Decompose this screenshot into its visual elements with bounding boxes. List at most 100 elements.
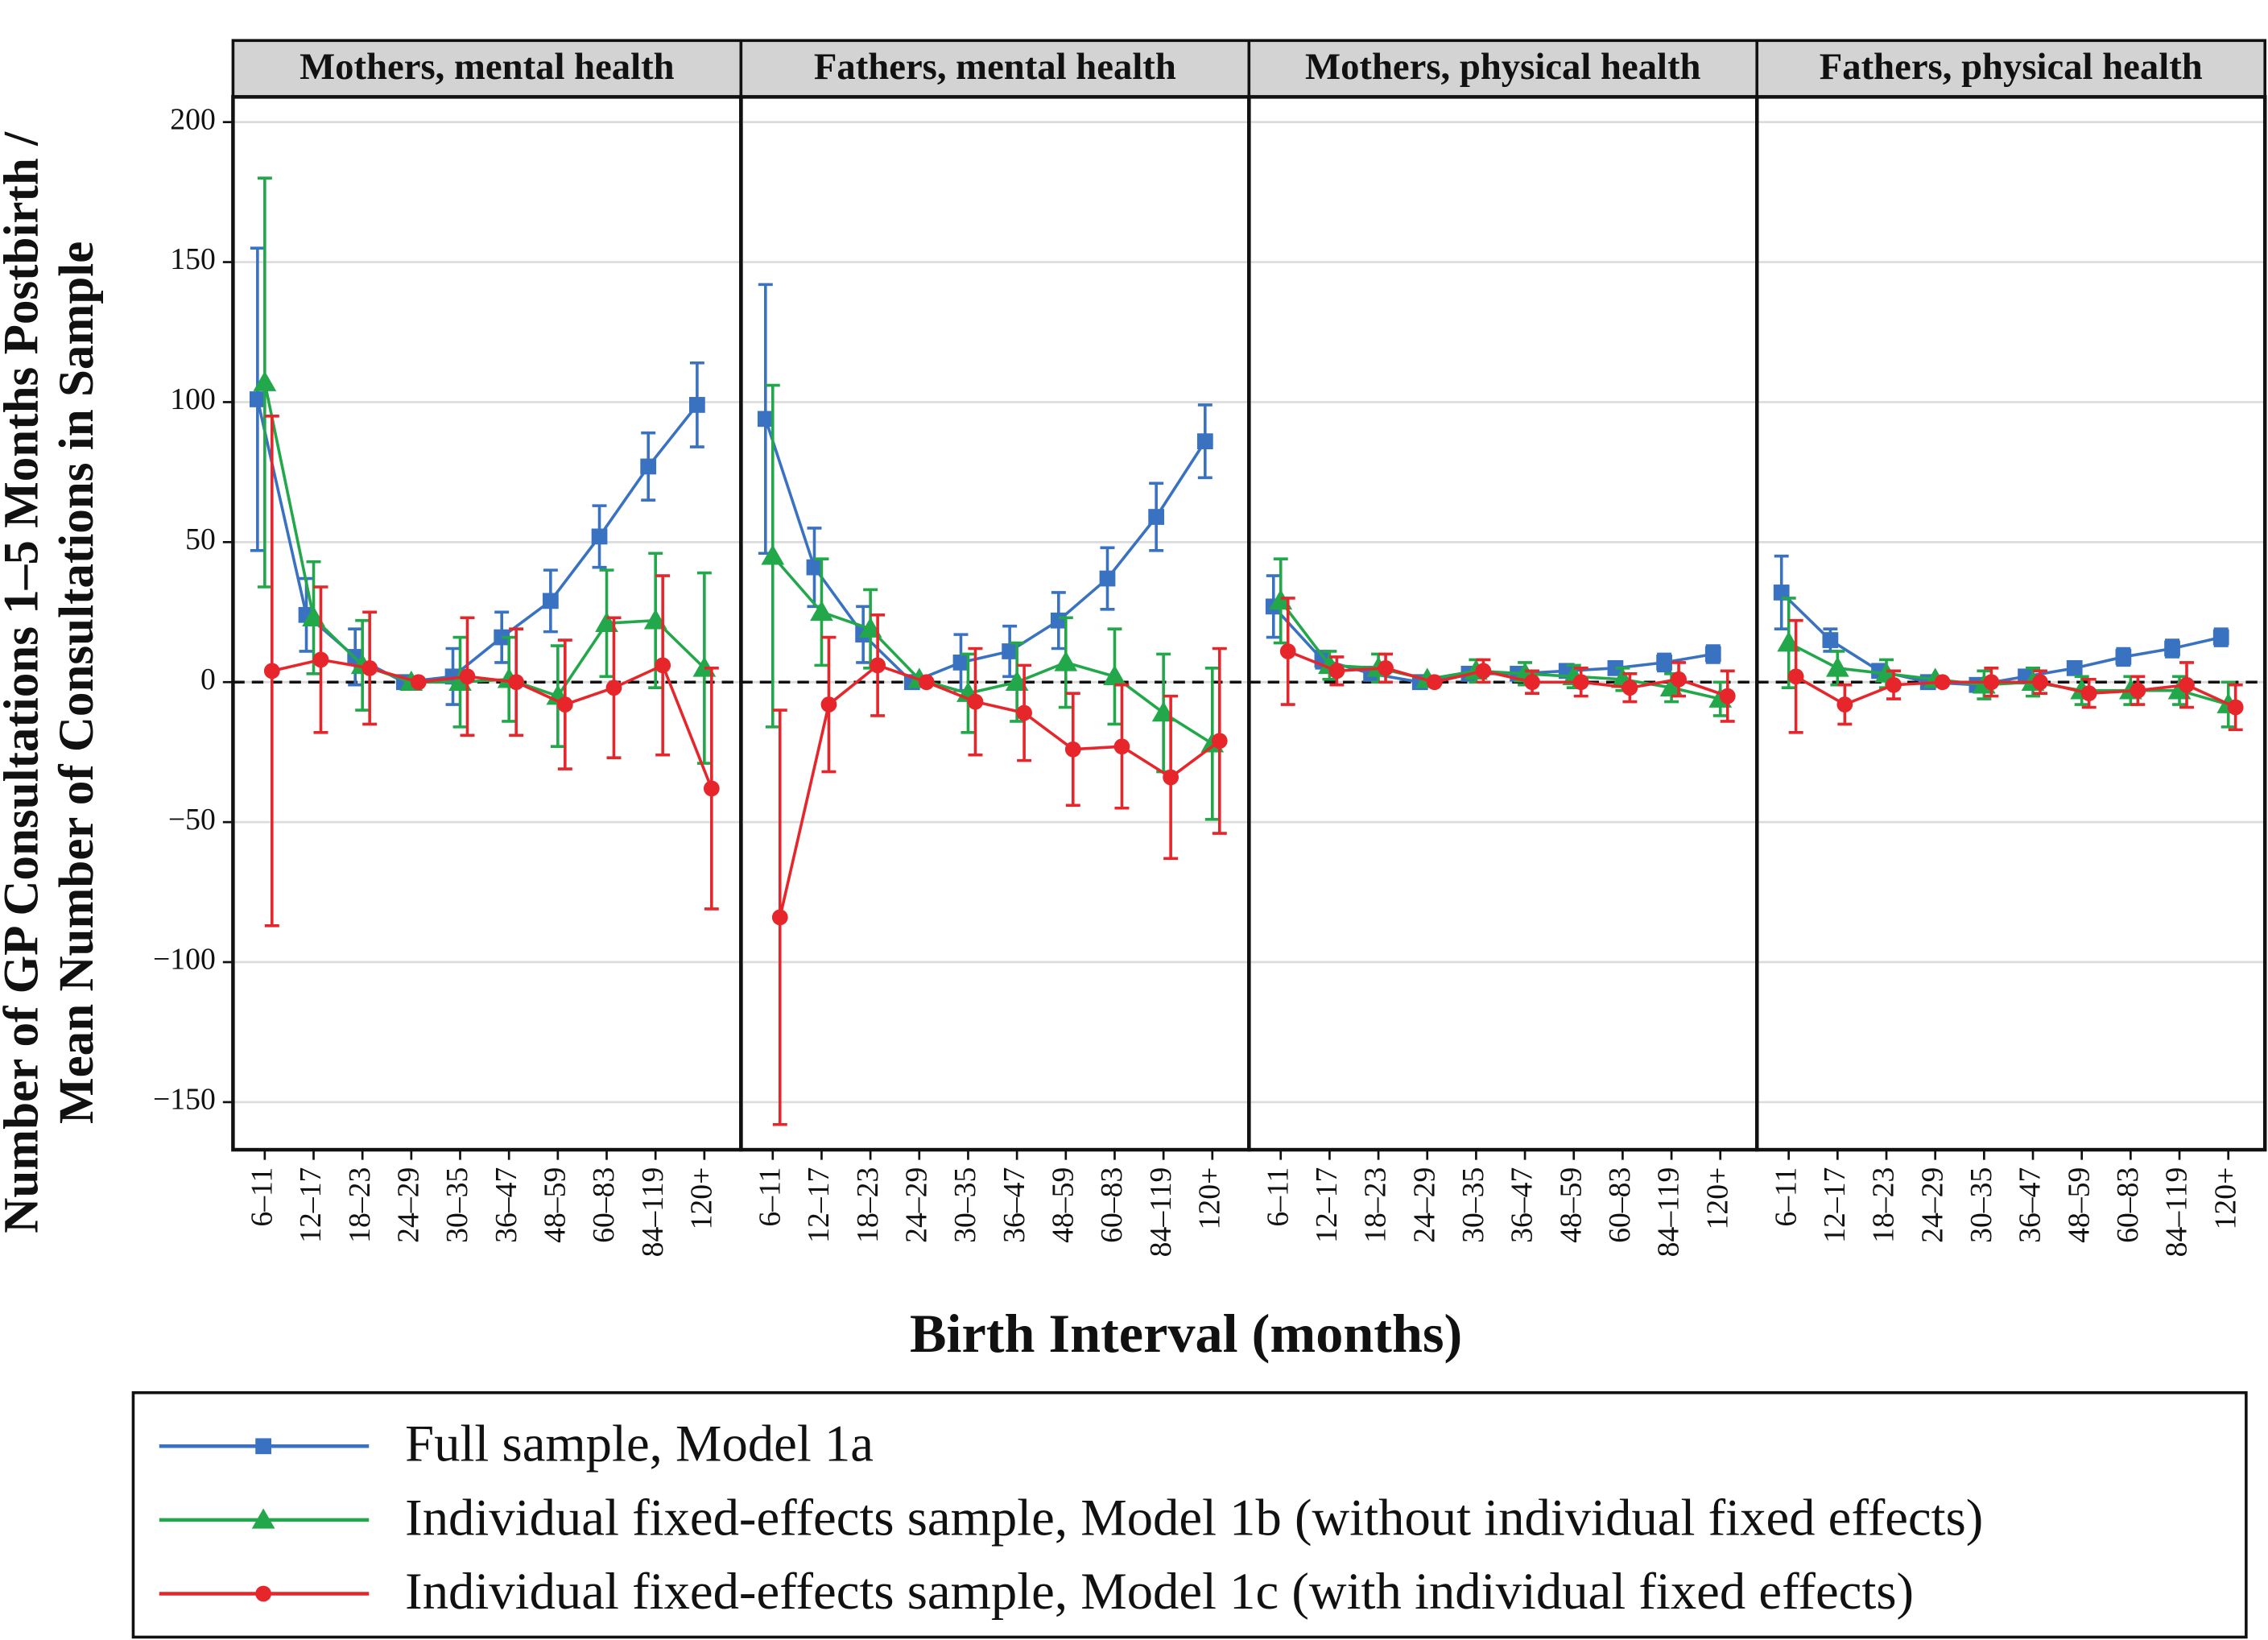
x-tick-label: 36–47 bbox=[998, 1167, 1031, 1243]
data-point bbox=[1016, 704, 1032, 721]
x-tick-label: 24–29 bbox=[392, 1167, 426, 1243]
x-tick-label: 120+ bbox=[1192, 1167, 1226, 1230]
data-point bbox=[542, 593, 559, 609]
panel: Fathers, physical health 6–11 12–17 18–23 24… bbox=[1755, 39, 2267, 1258]
x-tick-label: 18–23 bbox=[343, 1167, 377, 1243]
data-point bbox=[1426, 674, 1443, 691]
x-tick-label: 12–17 bbox=[1818, 1167, 1852, 1243]
data-point bbox=[1671, 671, 1687, 688]
x-tick-label: 120+ bbox=[1700, 1167, 1734, 1230]
x-tick-label: 36–47 bbox=[1506, 1167, 1539, 1243]
panel: Mothers, mental health 6–11 12–17 18–23 24–2… bbox=[231, 39, 743, 1257]
data-point bbox=[605, 680, 622, 696]
panel: Fathers, mental health 6–11 12–17 18–23 24–2… bbox=[739, 39, 1251, 1257]
panel: Mothers, physical health 6–11 12–17 18–23 24… bbox=[1247, 39, 1759, 1258]
x-tick-label: 24–29 bbox=[1915, 1167, 1949, 1243]
data-point bbox=[640, 458, 657, 475]
panel-frame bbox=[739, 95, 1251, 1152]
x-tick-label: 6–11 bbox=[1769, 1167, 1803, 1227]
data-point bbox=[1704, 646, 1721, 663]
x-tick-label: 36–47 bbox=[490, 1167, 523, 1243]
series-line bbox=[1287, 650, 1729, 698]
data-point bbox=[761, 544, 785, 565]
data-point bbox=[2032, 674, 2048, 691]
x-tick-label: 24–29 bbox=[899, 1167, 933, 1243]
y-axis-title-line: Number of GP Consultations 1–5 Months Po… bbox=[0, 131, 49, 1233]
legend-marker bbox=[255, 1438, 272, 1455]
series-line bbox=[1795, 675, 2237, 709]
y-tick-label: −150 bbox=[153, 1083, 216, 1117]
data-point bbox=[810, 600, 833, 622]
legend-label: Full sample, Model 1a bbox=[405, 1415, 874, 1473]
data-point bbox=[820, 696, 837, 713]
data-point bbox=[1773, 585, 1790, 601]
x-tick-label: 60–83 bbox=[1095, 1167, 1129, 1243]
panel-frame bbox=[1755, 95, 2267, 1152]
series-line bbox=[779, 663, 1221, 918]
data-point bbox=[771, 909, 788, 926]
panel-title: Fathers, mental health bbox=[814, 46, 1176, 88]
x-tick-label: 48–59 bbox=[539, 1167, 572, 1243]
data-point bbox=[263, 663, 280, 680]
data-point bbox=[1934, 674, 1951, 691]
panel-frame bbox=[1247, 95, 1759, 1152]
data-point bbox=[870, 657, 886, 674]
data-point bbox=[1099, 570, 1116, 587]
x-tick-label: 30–35 bbox=[948, 1167, 982, 1243]
x-tick-label: 120+ bbox=[2208, 1167, 2242, 1230]
x-tick-label: 30–35 bbox=[440, 1167, 474, 1243]
data-point bbox=[1524, 674, 1540, 691]
data-point bbox=[1002, 643, 1018, 659]
data-point bbox=[1886, 676, 1902, 693]
data-point bbox=[2179, 676, 2195, 693]
data-point bbox=[459, 668, 476, 685]
x-tick-label: 6–11 bbox=[245, 1167, 279, 1227]
data-point bbox=[1196, 433, 1213, 450]
legend-marker bbox=[251, 1508, 275, 1529]
panel-title: Fathers, physical health bbox=[1820, 46, 2203, 88]
data-point bbox=[655, 657, 671, 674]
data-point bbox=[1211, 733, 1228, 750]
legend-label: Individual fixed-effects sample, Model 1… bbox=[405, 1562, 1914, 1620]
x-axis-title: Birth Interval (months) bbox=[910, 1303, 1462, 1364]
series-line bbox=[1780, 591, 2222, 687]
data-point bbox=[1719, 688, 1736, 704]
data-point bbox=[952, 655, 969, 671]
data-point bbox=[556, 696, 573, 713]
x-tick-label: 12–17 bbox=[294, 1167, 328, 1243]
data-point bbox=[1163, 769, 1179, 786]
data-point bbox=[1822, 632, 1839, 648]
data-point bbox=[1787, 668, 1804, 685]
x-tick-label: 120+ bbox=[685, 1167, 719, 1230]
data-point bbox=[1621, 680, 1638, 696]
x-tick-label: 30–35 bbox=[1964, 1167, 1998, 1243]
y-axis-title-line: Mean Number of Consultations in Sample bbox=[50, 242, 104, 1124]
data-point bbox=[2066, 659, 2083, 676]
data-point bbox=[2164, 640, 2180, 657]
data-point bbox=[410, 674, 427, 691]
x-tick-label: 84–119 bbox=[2160, 1167, 2194, 1258]
panel-strip bbox=[1755, 39, 2267, 99]
data-point bbox=[508, 674, 525, 691]
data-point bbox=[1378, 659, 1394, 676]
x-tick-label: 30–35 bbox=[1456, 1167, 1490, 1243]
data-point bbox=[1148, 509, 1165, 525]
data-point bbox=[1279, 643, 1296, 659]
data-point bbox=[1825, 656, 1849, 677]
series-line bbox=[256, 399, 699, 684]
legend-box bbox=[131, 1391, 2248, 1639]
x-tick-label: 48–59 bbox=[1046, 1167, 1080, 1243]
data-point bbox=[2212, 629, 2229, 646]
y-tick-label: 0 bbox=[200, 663, 216, 696]
data-point bbox=[2130, 682, 2146, 699]
data-point bbox=[688, 397, 705, 413]
x-tick-label: 12–17 bbox=[802, 1167, 836, 1243]
data-point bbox=[591, 528, 608, 545]
data-point bbox=[249, 391, 266, 407]
y-tick-label: −100 bbox=[153, 943, 216, 977]
panel-title: Mothers, mental health bbox=[300, 46, 675, 88]
data-point bbox=[1572, 674, 1589, 691]
x-tick-label: 60–83 bbox=[587, 1167, 621, 1243]
x-tick-label: 84–119 bbox=[1652, 1167, 1686, 1258]
